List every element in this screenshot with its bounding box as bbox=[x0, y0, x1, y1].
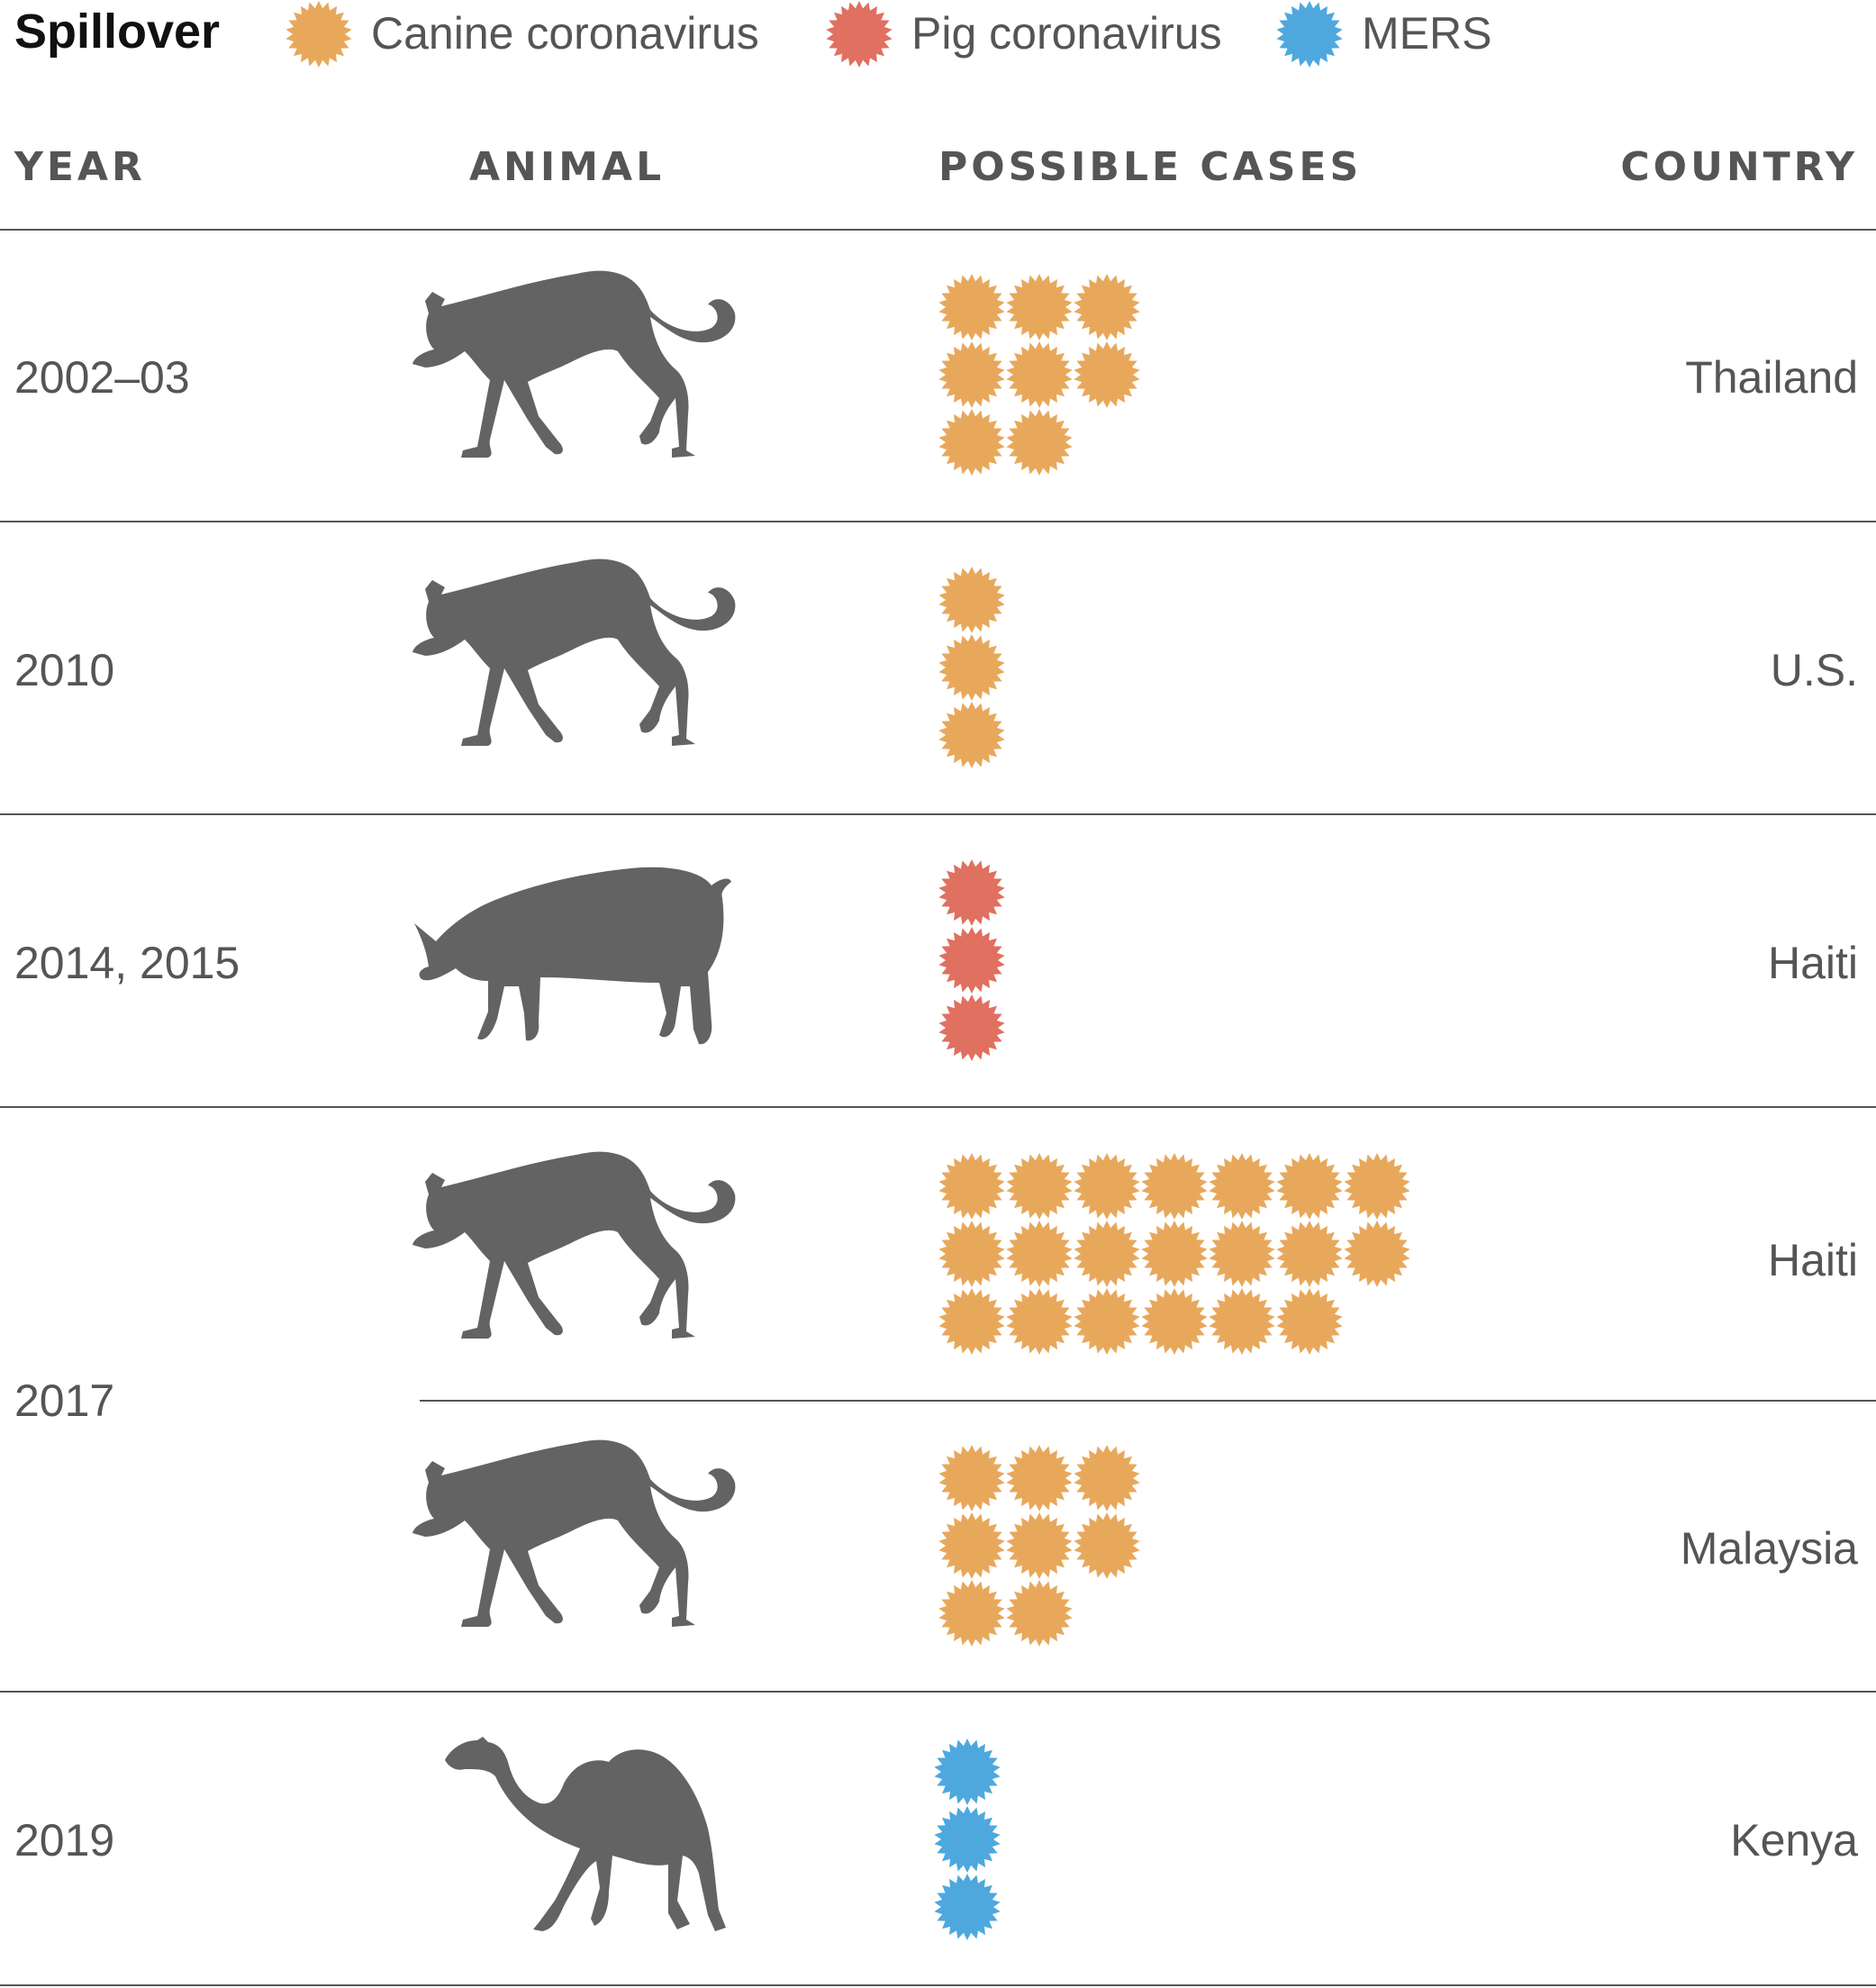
case-marker bbox=[1344, 1221, 1410, 1287]
year-label: 2002–03 bbox=[14, 352, 190, 403]
case-marker bbox=[938, 927, 1005, 994]
case-marker bbox=[938, 341, 1005, 408]
case-marker bbox=[938, 1221, 1005, 1287]
country-label: Haiti bbox=[1767, 1235, 1858, 1285]
case-marker bbox=[1141, 1288, 1208, 1355]
case-marker bbox=[1074, 1221, 1140, 1287]
row-subdivider bbox=[420, 1400, 1876, 1402]
case-marker bbox=[934, 1874, 1001, 1940]
case-marker bbox=[1209, 1221, 1275, 1287]
country-label: Thailand bbox=[1685, 352, 1858, 403]
case-marker bbox=[1074, 341, 1140, 408]
legend-label-canine: Canine coronavirus bbox=[371, 8, 759, 59]
chart-title: Spillover bbox=[14, 5, 221, 59]
case-marker bbox=[1276, 1221, 1343, 1287]
row-divider bbox=[0, 813, 1876, 815]
country-label: Malaysia bbox=[1680, 1523, 1858, 1574]
case-marker bbox=[938, 634, 1005, 701]
case-marker bbox=[938, 567, 1005, 633]
case-marker bbox=[938, 1445, 1005, 1511]
case-marker bbox=[938, 994, 1005, 1061]
case-marker bbox=[1006, 1445, 1073, 1511]
starburst-icon bbox=[1276, 1, 1343, 68]
row-divider bbox=[0, 521, 1876, 522]
case-marker bbox=[1006, 1288, 1073, 1355]
case-marker bbox=[1276, 1288, 1343, 1355]
case-marker bbox=[938, 702, 1005, 768]
column-header-year: YEAR bbox=[14, 144, 146, 190]
case-marker bbox=[1074, 1288, 1140, 1355]
case-marker bbox=[1074, 1512, 1140, 1579]
row-divider bbox=[0, 1984, 1876, 1986]
legend-label-pig: Pig coronavirus bbox=[911, 8, 1222, 59]
case-marker bbox=[1344, 1153, 1410, 1220]
row-divider bbox=[0, 1106, 1876, 1108]
country-label: Kenya bbox=[1730, 1815, 1858, 1865]
row-divider bbox=[0, 1691, 1876, 1693]
case-marker bbox=[938, 1580, 1005, 1647]
column-header-country: COUNTRY bbox=[1620, 144, 1858, 190]
header-rule bbox=[0, 229, 1876, 231]
case-marker bbox=[938, 409, 1005, 476]
case-marker bbox=[1074, 1445, 1140, 1511]
year-label: 2010 bbox=[14, 645, 115, 695]
starburst-icon bbox=[826, 1, 893, 68]
case-marker bbox=[938, 274, 1005, 340]
case-marker bbox=[1006, 1512, 1073, 1579]
case-marker bbox=[1006, 1221, 1073, 1287]
case-marker bbox=[1006, 274, 1073, 340]
case-marker bbox=[1209, 1288, 1275, 1355]
column-header-animal: ANIMAL bbox=[469, 144, 666, 190]
case-marker bbox=[934, 1806, 1001, 1873]
case-marker bbox=[938, 1288, 1005, 1355]
legend-label-mers: MERS bbox=[1362, 8, 1492, 59]
country-label: U.S. bbox=[1770, 645, 1858, 695]
year-label: 2014, 2015 bbox=[14, 938, 240, 988]
case-marker bbox=[938, 1512, 1005, 1579]
case-marker bbox=[1209, 1153, 1275, 1220]
case-marker bbox=[1141, 1221, 1208, 1287]
case-marker bbox=[938, 859, 1005, 926]
case-marker bbox=[938, 1153, 1005, 1220]
case-marker bbox=[1006, 409, 1073, 476]
column-header-cases: POSSIBLE CASES bbox=[938, 144, 1363, 190]
starburst-icon bbox=[285, 1, 352, 68]
case-marker bbox=[1074, 1153, 1140, 1220]
country-label: Haiti bbox=[1767, 938, 1858, 988]
case-marker bbox=[1006, 341, 1073, 408]
year-label: 2019 bbox=[14, 1815, 115, 1865]
case-marker bbox=[1276, 1153, 1343, 1220]
year-label: 2017 bbox=[14, 1375, 115, 1426]
case-marker bbox=[1074, 274, 1140, 340]
case-marker bbox=[1006, 1580, 1073, 1647]
case-marker bbox=[1141, 1153, 1208, 1220]
case-marker bbox=[1006, 1153, 1073, 1220]
case-marker bbox=[934, 1738, 1001, 1805]
